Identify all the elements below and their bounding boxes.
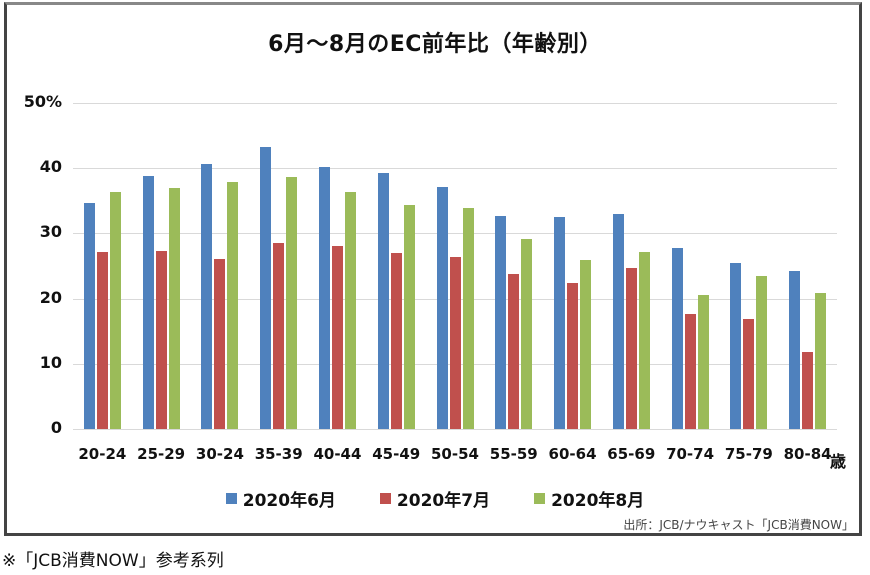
bar bbox=[554, 217, 566, 429]
x-tick-label: 30-24 bbox=[195, 445, 244, 463]
y-tick-label: 30 bbox=[39, 222, 62, 242]
x-tick-label: 65-69 bbox=[607, 445, 656, 463]
y-tick-label: 20 bbox=[39, 287, 62, 307]
source-note: 出所：JCB/ナウキャスト「JCB消費NOW」 bbox=[623, 518, 854, 532]
bar bbox=[377, 173, 389, 429]
bar bbox=[227, 181, 239, 429]
legend-item-june: 2020年6月 bbox=[225, 486, 336, 511]
legend-swatch-august bbox=[534, 493, 546, 504]
bar bbox=[743, 319, 755, 429]
bar bbox=[260, 146, 272, 429]
legend-item-august: 2020年8月 bbox=[534, 486, 644, 511]
x-tick-label: 50-54 bbox=[431, 445, 479, 463]
bar bbox=[684, 314, 696, 429]
x-tick-label: 25-29 bbox=[137, 445, 186, 463]
legend-label-june: 2020年6月 bbox=[242, 491, 336, 511]
legend-swatch-july bbox=[379, 493, 391, 504]
bar bbox=[96, 251, 108, 429]
bar bbox=[495, 215, 507, 429]
bar bbox=[390, 252, 402, 429]
bar bbox=[815, 292, 827, 429]
x-tick-label: 35-39 bbox=[254, 445, 303, 463]
gridline bbox=[73, 429, 837, 430]
bar bbox=[730, 263, 742, 429]
bar bbox=[580, 260, 592, 429]
bar bbox=[344, 192, 356, 429]
x-axis-unit: 歳 bbox=[830, 452, 847, 471]
chart-title: 6月～8月のEC前年比（年齢別） bbox=[268, 32, 602, 57]
gridline bbox=[73, 168, 837, 170]
bar bbox=[567, 282, 579, 429]
bar bbox=[331, 245, 343, 429]
bar bbox=[462, 207, 474, 429]
x-tick-label: 60-64 bbox=[548, 445, 597, 463]
bar bbox=[508, 273, 520, 429]
legend: 2020年6月 2020年7月 2020年8月 bbox=[0, 486, 870, 511]
bar bbox=[612, 213, 624, 429]
x-tick-label: 55-59 bbox=[489, 445, 538, 463]
chart-frame bbox=[4, 2, 862, 536]
bar bbox=[697, 294, 709, 429]
bar bbox=[756, 275, 768, 429]
bar bbox=[802, 352, 814, 429]
gridline bbox=[73, 103, 837, 104]
bar bbox=[436, 187, 448, 429]
bar bbox=[318, 166, 330, 429]
bar bbox=[789, 271, 801, 429]
legend-label-july: 2020年7月 bbox=[396, 491, 491, 511]
bar bbox=[521, 238, 533, 429]
x-tick-label: 40-44 bbox=[313, 445, 362, 463]
x-tick-label: 20-24 bbox=[78, 445, 127, 463]
bar bbox=[273, 243, 285, 429]
x-tick-label: 70-74 bbox=[666, 445, 715, 463]
y-tick-label: 40 bbox=[39, 157, 62, 177]
legend-swatch-june bbox=[225, 493, 237, 504]
y-tick-label: 0 bbox=[50, 418, 62, 437]
legend-label-august: 2020年8月 bbox=[551, 491, 645, 511]
bar bbox=[625, 267, 637, 429]
bar bbox=[638, 251, 650, 429]
bar bbox=[109, 192, 121, 429]
footnote: ※「JCB消費NOW」参考系列 bbox=[2, 551, 224, 571]
bar bbox=[155, 251, 167, 429]
bar bbox=[83, 202, 95, 429]
y-tick-label: 10 bbox=[39, 352, 62, 372]
bar bbox=[286, 177, 298, 429]
bar bbox=[201, 164, 213, 429]
legend-item-july: 2020年7月 bbox=[379, 486, 491, 511]
bar bbox=[168, 188, 180, 429]
x-tick-label: 75-79 bbox=[724, 445, 773, 463]
bar bbox=[142, 176, 154, 429]
bar bbox=[449, 256, 461, 429]
bar bbox=[403, 204, 415, 429]
bar bbox=[671, 247, 683, 429]
y-tick-label: 50% bbox=[23, 92, 62, 111]
plot-area bbox=[73, 103, 837, 430]
x-tick-label: 45-49 bbox=[372, 445, 421, 463]
bar bbox=[214, 258, 226, 429]
x-tick-label: 80-84 bbox=[783, 445, 832, 463]
gridline bbox=[73, 233, 837, 235]
